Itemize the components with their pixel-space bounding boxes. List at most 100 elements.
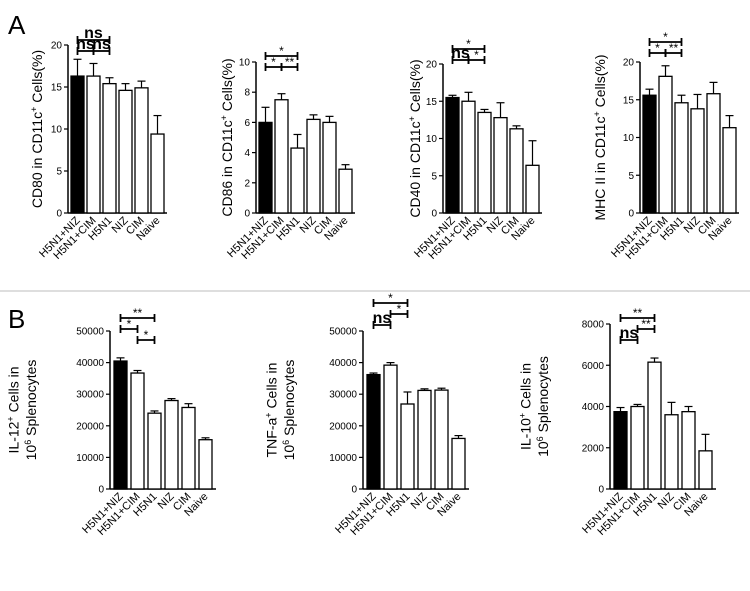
y-axis-label: CD86 in CD11c+ Cells(%) (219, 58, 235, 216)
y-tick-label: 50000 (76, 327, 104, 338)
y-axis-label: CD40 in CD11c+ Cells(%) (407, 59, 423, 217)
y-tick-label: 10 (51, 125, 63, 136)
y-label-text: Cells(%) (407, 59, 423, 116)
bar (451, 437, 466, 490)
bar (400, 403, 415, 490)
chart-7: 02000400060008000H5N1+NIZH5N1+CIMH5N1NIZ… (517, 306, 716, 538)
y-tick-label: 10000 (76, 453, 104, 464)
bar (130, 372, 145, 490)
significance-label: * (279, 44, 284, 58)
y-label-superscript: 6 (535, 436, 545, 441)
bar (383, 364, 398, 490)
y-tick-label: 20 (51, 41, 63, 52)
y-label-superscript: + (517, 413, 527, 418)
bar (147, 412, 162, 490)
chart-5: 01000020000300004000050000H5N1+NIZH5N1+C… (5, 306, 216, 538)
bar (258, 121, 273, 214)
bar (647, 361, 662, 490)
significance-label: * (397, 302, 402, 316)
y-axis-label: MHC II in CD11c+ Cells(%) (592, 54, 608, 220)
y-label-text: CD40 in CD11c (407, 121, 423, 217)
y-axis-label: IL-10+ Cells in 106 Splenocytes (517, 356, 551, 457)
bar (113, 360, 128, 490)
chart-6: 01000020000300004000050000H5N1+NIZH5N1+C… (263, 291, 469, 538)
bar (681, 411, 696, 490)
bar (509, 128, 524, 214)
y-tick-label: 15 (51, 83, 63, 94)
significance-label: * (474, 48, 479, 62)
y-axis-label: CD80 in CD11c+ Cells(%) (29, 50, 45, 208)
bar (150, 133, 165, 214)
y-label-text: MHC II in CD11c (592, 117, 608, 221)
chart-1: 05101520H5N1+NIZH5N1+CIMH5N1NIZCIMNaiven… (29, 25, 167, 262)
y-tick-label: 20000 (76, 421, 104, 432)
bar (690, 108, 705, 214)
y-tick-label: 15 (426, 97, 438, 108)
y-tick-label: 2 (244, 178, 250, 189)
chart-4: 05101520H5N1+NIZH5N1+CIMH5N1NIZCIMNaive*… (592, 30, 739, 262)
bar (445, 96, 460, 214)
bar (70, 75, 85, 214)
y-label-superscript: + (5, 416, 15, 421)
y-tick-label: 20 (426, 60, 438, 71)
significance-label: ** (641, 317, 651, 331)
significance-label: * (663, 30, 668, 44)
bar (338, 168, 353, 214)
y-tick-label: 4 (244, 148, 250, 159)
y-axis-label: TNF-a+ Cells in 106 Splenocytes (263, 360, 297, 461)
y-tick-label: 0 (628, 209, 634, 220)
significance-label: * (466, 37, 471, 51)
bar (306, 118, 321, 214)
y-tick-label: 5 (56, 167, 62, 178)
chart-3: 05101520H5N1+NIZH5N1+CIMH5N1NIZCIMNaiven… (407, 37, 542, 262)
y-label-line1: TNF-a (263, 417, 279, 457)
bar (493, 116, 508, 214)
y-tick-label: 8000 (582, 320, 605, 331)
panel-label-b: B (8, 304, 25, 334)
bar (658, 75, 673, 214)
bar (613, 411, 628, 490)
bar (525, 164, 540, 214)
y-tick-label: 10 (239, 58, 251, 69)
y-tick-label: 0 (351, 485, 357, 496)
y-tick-label: 5 (628, 171, 634, 182)
y-tick-label: 0 (244, 209, 250, 220)
y-tick-label: 30000 (329, 390, 357, 401)
y-tick-label: 20 (623, 58, 635, 69)
y-label-text: Splenocytes (23, 360, 39, 440)
significance-label: ns (84, 25, 103, 42)
y-tick-label: 0 (431, 209, 437, 220)
bar (674, 102, 689, 214)
y-tick-label: 8 (244, 88, 250, 99)
y-label-superscript: + (407, 116, 417, 121)
y-label-text: Splenocytes (281, 360, 297, 440)
bar (322, 121, 337, 214)
bar (698, 450, 713, 490)
y-label-text: Cells in (5, 367, 21, 417)
y-label-superscript: + (219, 115, 229, 120)
y-label-text: Splenocytes (535, 356, 551, 436)
bar (274, 99, 289, 214)
significance-label: * (144, 328, 149, 342)
y-tick-label: 10 (426, 134, 438, 145)
charts-layer: 05101520H5N1+NIZH5N1+CIMH5N1NIZCIMNaiven… (5, 25, 739, 538)
bar (642, 94, 657, 214)
significance-label: ns (620, 325, 639, 342)
y-tick-label: 4000 (582, 402, 605, 413)
significance-label: ** (669, 41, 679, 55)
y-label-superscript: + (263, 412, 273, 417)
bar (461, 100, 476, 214)
y-label-text: Cells in (517, 363, 533, 413)
y-tick-label: 15 (623, 95, 635, 106)
y-tick-label: 0 (598, 485, 604, 496)
y-tick-label: 6 (244, 118, 250, 129)
y-label-superscript: + (592, 111, 602, 116)
y-tick-label: 10 (623, 133, 635, 144)
y-label-line1: IL-12 (5, 421, 21, 453)
y-tick-label: 10000 (329, 453, 357, 464)
y-tick-label: 2000 (582, 443, 605, 454)
y-label-superscript: 6 (281, 440, 291, 445)
y-label-text: Cells(%) (29, 50, 45, 107)
